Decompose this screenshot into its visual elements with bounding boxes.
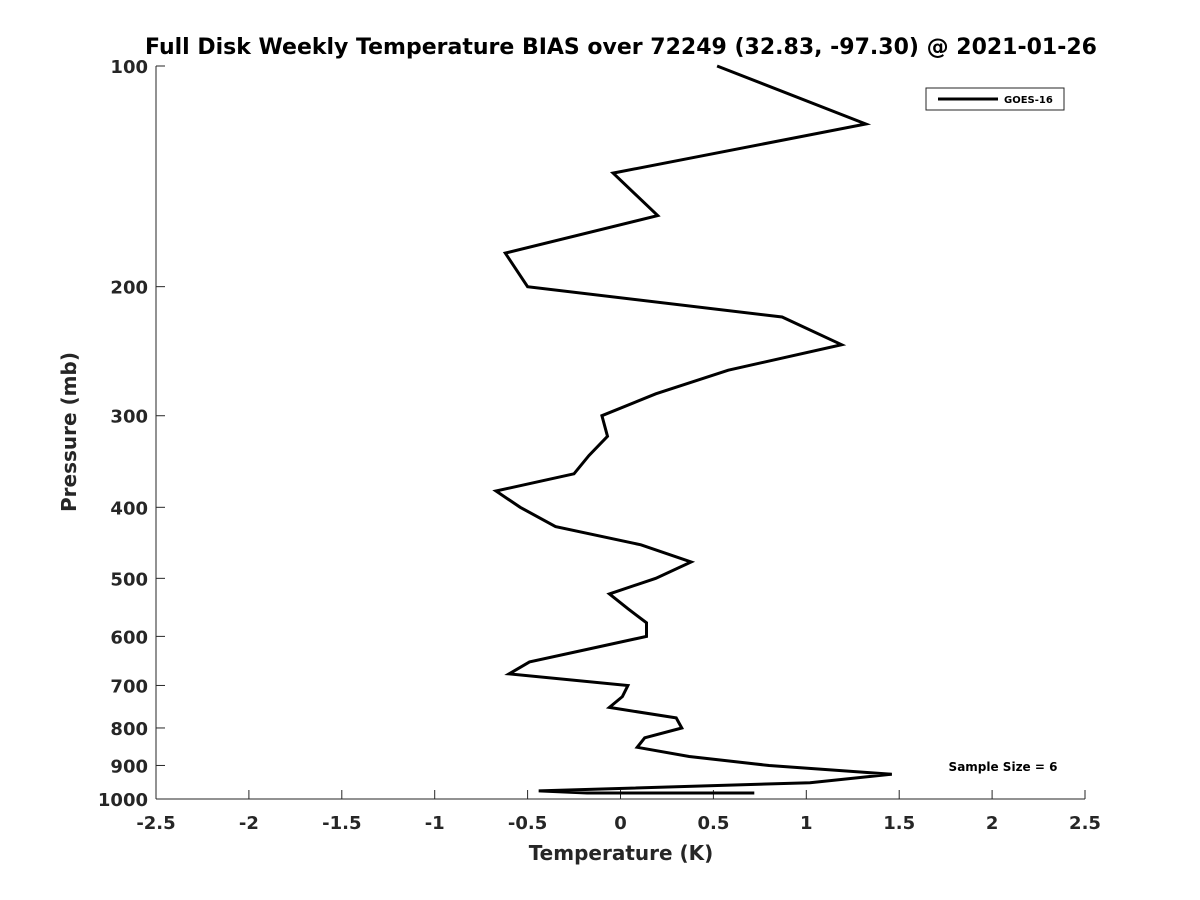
x-tick-label: -2.5: [136, 813, 175, 834]
x-tick-label: -2: [239, 813, 259, 834]
legend-entry-goes-16: GOES-16: [1004, 95, 1053, 106]
sample-size-annotation: Sample Size = 6: [949, 760, 1058, 774]
y-tick-label: 500: [110, 569, 148, 590]
x-tick-label: 1: [800, 813, 813, 834]
x-axis-ticks: -2.5 -2 -1.5 -1 -0.5 0 0.5 1 1.5 2 2.5: [136, 790, 1101, 834]
y-tick-label: 400: [110, 498, 148, 519]
y-tick-label: 300: [110, 407, 148, 428]
y-tick-label: 600: [110, 627, 148, 648]
x-tick-label: 0.5: [697, 813, 729, 834]
x-tick-label: 1.5: [883, 813, 915, 834]
legend: GOES-16: [925, 87, 1065, 111]
x-tick-label: -1: [425, 813, 445, 834]
x-tick-label: -0.5: [508, 813, 547, 834]
x-axis-label: Temperature (K): [529, 841, 714, 865]
y-tick-label: 100: [110, 57, 148, 78]
y-axis-label: Pressure (mb): [57, 352, 81, 512]
plot-area: [156, 66, 1085, 799]
y-axis-ticks: 100 200 300 400 500 600 700 800 900 1000: [98, 57, 165, 811]
x-tick-label: 0: [614, 813, 627, 834]
x-tick-label: 2.5: [1069, 813, 1101, 834]
x-tick-label: 2: [986, 813, 999, 834]
y-tick-label: 200: [110, 278, 148, 299]
chart-title: Full Disk Weekly Temperature BIAS over 7…: [145, 35, 1097, 60]
y-tick-label: 800: [110, 719, 148, 740]
y-tick-label: 1000: [98, 790, 148, 811]
x-tick-label: -1.5: [322, 813, 361, 834]
series-line-goes-16: [492, 64, 892, 795]
y-tick-label: 700: [110, 676, 148, 697]
y-tick-label: 900: [110, 756, 148, 777]
